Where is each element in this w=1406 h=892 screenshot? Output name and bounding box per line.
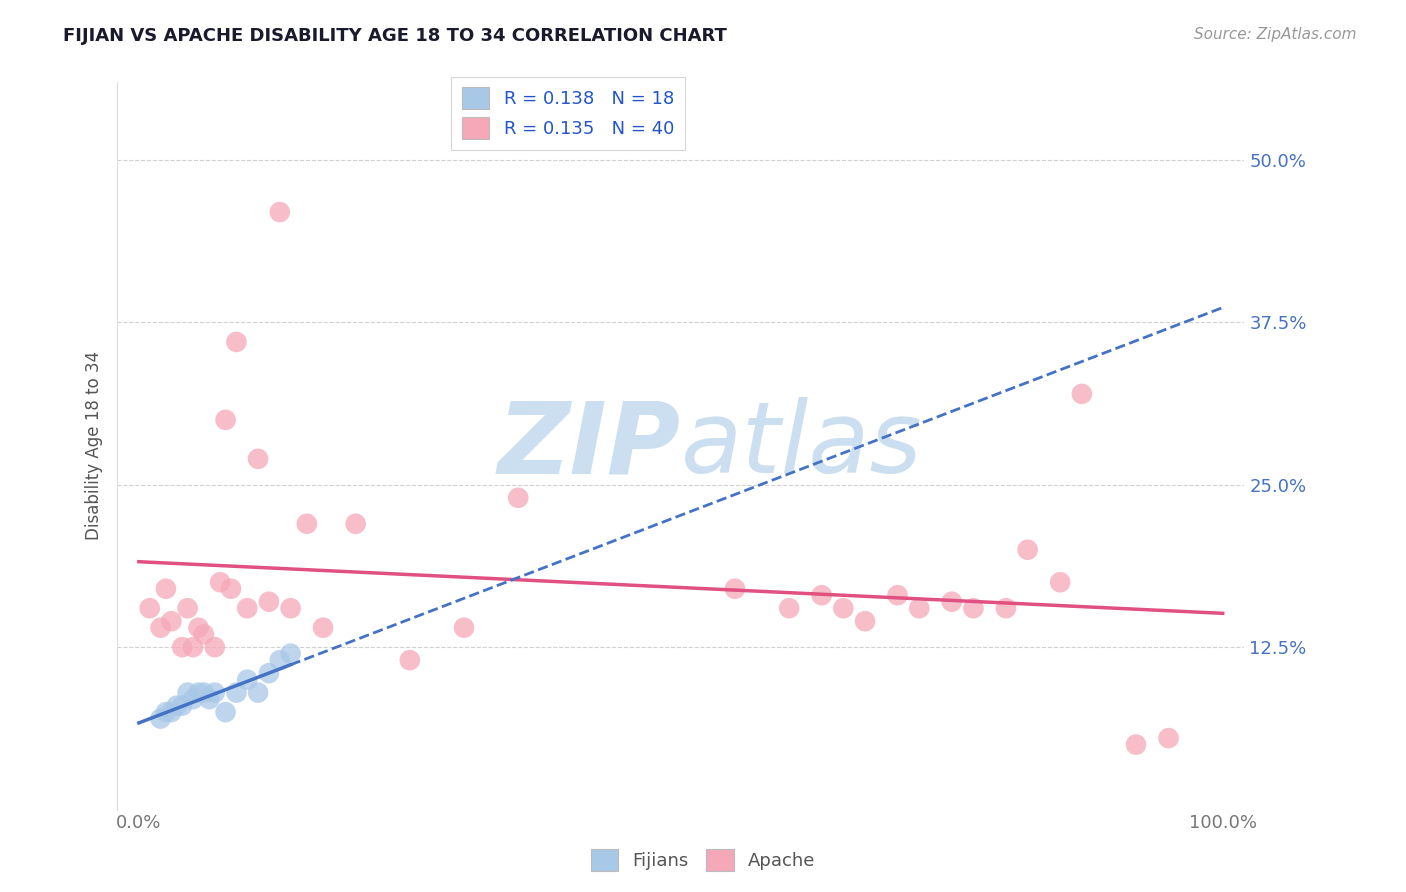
Point bbox=[214, 705, 236, 719]
Point bbox=[247, 685, 270, 699]
Point bbox=[214, 413, 236, 427]
Point bbox=[138, 601, 160, 615]
Point bbox=[1049, 575, 1071, 590]
Point bbox=[853, 614, 876, 628]
Point bbox=[155, 705, 177, 719]
Point bbox=[257, 666, 280, 681]
Point bbox=[176, 601, 198, 615]
Text: FIJIAN VS APACHE DISABILITY AGE 18 TO 34 CORRELATION CHART: FIJIAN VS APACHE DISABILITY AGE 18 TO 34… bbox=[63, 27, 727, 45]
Point bbox=[193, 627, 215, 641]
Point bbox=[209, 575, 232, 590]
Point bbox=[810, 588, 832, 602]
Point bbox=[280, 601, 302, 615]
Point bbox=[269, 205, 291, 219]
Point bbox=[257, 595, 280, 609]
Point bbox=[724, 582, 747, 596]
Point bbox=[508, 491, 530, 505]
Point bbox=[1017, 542, 1039, 557]
Legend: Fijians, Apache: Fijians, Apache bbox=[583, 842, 823, 879]
Point bbox=[269, 653, 291, 667]
Point bbox=[312, 621, 335, 635]
Point bbox=[166, 698, 188, 713]
Point bbox=[149, 712, 172, 726]
Point bbox=[193, 685, 215, 699]
Point bbox=[886, 588, 908, 602]
Point bbox=[225, 685, 247, 699]
Point bbox=[204, 640, 226, 655]
Text: Source: ZipAtlas.com: Source: ZipAtlas.com bbox=[1194, 27, 1357, 42]
Point bbox=[1070, 387, 1092, 401]
Point bbox=[155, 582, 177, 596]
Point bbox=[160, 614, 183, 628]
Point bbox=[778, 601, 800, 615]
Point bbox=[398, 653, 420, 667]
Point bbox=[994, 601, 1017, 615]
Point bbox=[160, 705, 183, 719]
Legend: R = 0.138   N = 18, R = 0.135   N = 40: R = 0.138 N = 18, R = 0.135 N = 40 bbox=[451, 77, 685, 150]
Point bbox=[204, 685, 226, 699]
Point bbox=[187, 621, 209, 635]
Point bbox=[172, 640, 194, 655]
Text: ZIP: ZIP bbox=[498, 397, 681, 494]
Point bbox=[225, 334, 247, 349]
Point bbox=[236, 673, 259, 687]
Point bbox=[295, 516, 318, 531]
Point bbox=[219, 582, 242, 596]
Y-axis label: Disability Age 18 to 34: Disability Age 18 to 34 bbox=[86, 351, 103, 541]
Point bbox=[832, 601, 855, 615]
Point bbox=[149, 621, 172, 635]
Point bbox=[344, 516, 367, 531]
Point bbox=[247, 451, 270, 466]
Point bbox=[236, 601, 259, 615]
Point bbox=[181, 640, 204, 655]
Point bbox=[908, 601, 931, 615]
Point bbox=[453, 621, 475, 635]
Point bbox=[198, 692, 221, 706]
Point bbox=[280, 647, 302, 661]
Point bbox=[172, 698, 194, 713]
Point bbox=[181, 692, 204, 706]
Point bbox=[1157, 731, 1180, 745]
Text: atlas: atlas bbox=[681, 397, 922, 494]
Point bbox=[941, 595, 963, 609]
Point bbox=[187, 685, 209, 699]
Point bbox=[176, 685, 198, 699]
Point bbox=[962, 601, 984, 615]
Point bbox=[1125, 738, 1147, 752]
